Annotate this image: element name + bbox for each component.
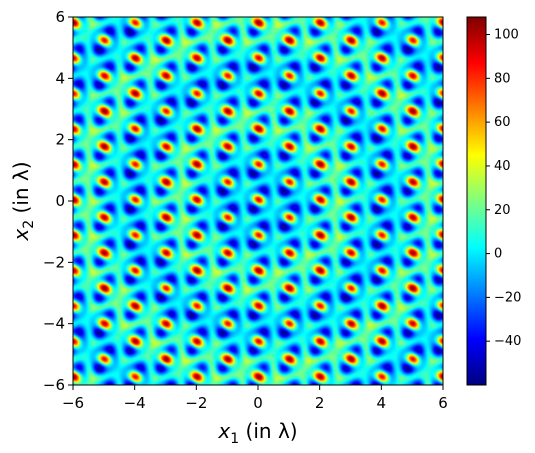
x-tick-label: −6 — [62, 394, 84, 412]
y-axis-ticks: −6 −4 −2 0 2 4 6 — [43, 8, 73, 394]
y-tick-label: 6 — [55, 8, 65, 26]
y-tick-label: −6 — [43, 376, 65, 394]
colorbar-tick-label: 100 — [494, 28, 519, 43]
plot-border — [72, 16, 444, 386]
y-tick-label: 2 — [55, 131, 65, 149]
x-tick-label: 2 — [315, 394, 325, 412]
x-tick-label: 0 — [253, 394, 263, 412]
colorbar-tick-label: 60 — [494, 115, 511, 130]
heatmap-image — [73, 17, 443, 385]
x-tick-label: 4 — [377, 394, 387, 412]
colorbar-tick-label: −40 — [494, 334, 521, 349]
colorbar-frame — [466, 16, 487, 386]
x-tick-label: −2 — [185, 394, 207, 412]
x-tick-label: 6 — [438, 394, 448, 412]
x-axis-ticks: −6 −4 −2 0 2 4 6 — [62, 385, 448, 412]
x-tick-label: −4 — [124, 394, 146, 412]
colorbar-tick-label: 0 — [494, 247, 502, 262]
colorbar-tick-label: 20 — [494, 203, 511, 218]
y-tick-label: −4 — [43, 315, 65, 333]
y-axis-label: x2 (in λ) — [9, 161, 37, 241]
y-tick-label: −2 — [43, 253, 65, 271]
colorbar-gradient — [467, 17, 486, 385]
plot-frame — [72, 16, 444, 386]
y-tick-label: 4 — [55, 69, 65, 87]
y-tick-label: 0 — [55, 192, 65, 210]
x-axis-label: x1 (in λ) — [217, 419, 297, 447]
colorbar-border — [466, 16, 487, 386]
colorbar-tick-label: −20 — [494, 290, 521, 305]
colorbar-tick-label: 40 — [494, 159, 511, 174]
colorbar-tick-label: 80 — [494, 71, 511, 86]
colorbar-ticks: −40 −20 0 20 40 60 80 100 — [486, 28, 521, 349]
